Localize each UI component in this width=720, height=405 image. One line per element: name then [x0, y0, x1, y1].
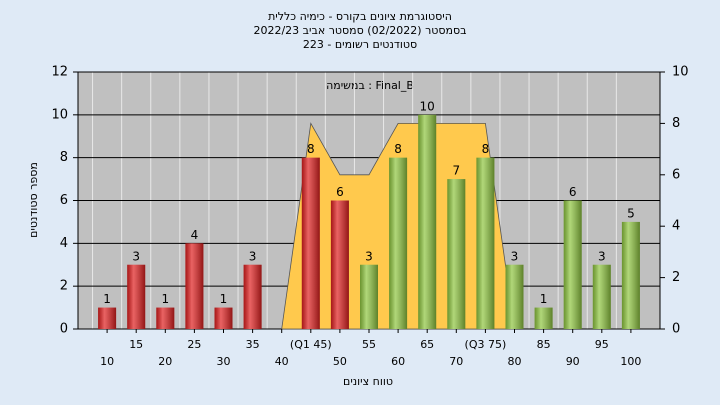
x-tick-label: 35 — [246, 338, 260, 351]
data-label: 1 — [161, 292, 169, 306]
bar-shade — [389, 157, 408, 329]
x-tick-label: 20 — [158, 355, 172, 368]
bar-shade — [330, 200, 349, 329]
chart-subtitle: סטודנטים רשומים - 223 — [303, 38, 417, 51]
chart-subtitle: בסמסטר (02/2022) סמסטר אביב 2022/23 — [253, 24, 466, 37]
bar-shade — [127, 264, 146, 329]
data-label: 8 — [482, 142, 490, 156]
x-tick-label: 55 — [362, 338, 376, 351]
x-tick-label: 65 — [420, 338, 434, 351]
bar-shade — [156, 307, 175, 329]
y-tick-label: 2 — [60, 279, 68, 294]
x-tick-label: 40 — [275, 355, 289, 368]
bar-shade — [98, 307, 117, 329]
data-label: 3 — [511, 249, 519, 263]
data-label: 7 — [452, 164, 460, 178]
x-tick-label: (Q3 75) — [465, 338, 507, 351]
y2-tick-label: 8 — [672, 116, 680, 131]
x-tick-label: 10 — [100, 355, 114, 368]
y2-tick-label: 4 — [672, 219, 680, 234]
bar-shade — [243, 264, 262, 329]
x-tick-label: 25 — [187, 338, 201, 351]
data-label: 1 — [220, 292, 228, 306]
bar-shade — [360, 264, 378, 329]
data-label: 4 — [191, 228, 199, 242]
bar-shade — [301, 157, 320, 329]
bar-shade — [563, 200, 582, 329]
bar-shade — [534, 307, 553, 329]
y-tick-label: 10 — [51, 107, 68, 122]
x-tick-label: 85 — [537, 338, 551, 351]
x-tick-label: 30 — [217, 355, 231, 368]
data-label: 1 — [103, 292, 111, 306]
data-label: 8 — [394, 142, 402, 156]
x-tick-label: 80 — [508, 355, 522, 368]
bar-shade — [476, 157, 495, 329]
y-tick-label: 12 — [51, 65, 68, 80]
bar-shade — [447, 179, 466, 329]
chart-title: היסטוגרמת ציונים בקורס - כימיה כללית — [268, 10, 452, 23]
y-tick-label: 4 — [60, 236, 68, 251]
x-tick-label: 60 — [391, 355, 405, 368]
x-tick-label: 15 — [129, 338, 143, 351]
data-label: 8 — [307, 142, 315, 156]
bar-shade — [418, 114, 437, 329]
data-label: 6 — [336, 185, 344, 199]
y-axis-label: מספר סטודנטים — [27, 162, 40, 238]
y2-tick-label: 10 — [672, 65, 689, 80]
x-tick-label: 70 — [449, 355, 463, 368]
x-tick-label: 100 — [620, 355, 641, 368]
data-label: 3 — [365, 249, 373, 263]
data-label: 3 — [598, 249, 606, 263]
bar-shade — [505, 264, 524, 329]
y2-tick-label: 2 — [672, 270, 680, 285]
y-tick-label: 6 — [60, 193, 68, 208]
bar-shade — [185, 243, 204, 329]
x-tick-label: 50 — [333, 355, 347, 368]
data-label: 1 — [540, 292, 548, 306]
bar-shade — [621, 221, 640, 329]
data-label: 5 — [627, 206, 635, 220]
bar-shade — [214, 307, 233, 329]
x-axis-label: טווח ציונים — [343, 375, 393, 388]
y2-tick-label: 6 — [672, 167, 680, 182]
x-tick-label: 95 — [595, 338, 609, 351]
bar-shade — [592, 264, 611, 329]
x-tick-label: 90 — [566, 355, 580, 368]
data-label: 6 — [569, 185, 577, 199]
data-label: 3 — [249, 249, 257, 263]
y-tick-label: 0 — [60, 322, 68, 337]
annotation: במשימה : Final_B — [326, 79, 414, 92]
y-tick-label: 8 — [60, 150, 68, 165]
data-label: 10 — [420, 99, 435, 113]
data-label: 3 — [132, 249, 140, 263]
y2-tick-label: 0 — [672, 322, 680, 337]
x-tick-label: (Q1 45) — [290, 338, 332, 351]
